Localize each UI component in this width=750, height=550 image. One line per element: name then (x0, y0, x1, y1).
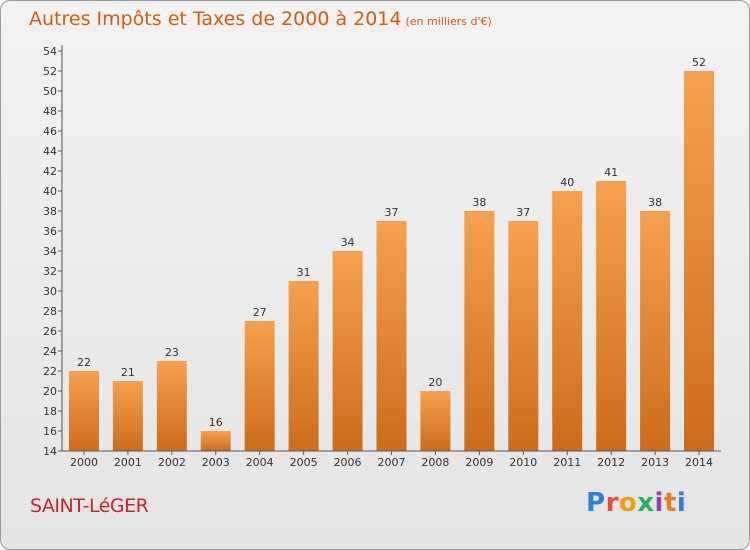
data-label-2014: 52 (692, 56, 706, 69)
y-tick-label-50: 50 (43, 85, 57, 98)
y-tick-label-44: 44 (43, 145, 57, 158)
x-tick-label-2001: 2001 (114, 456, 142, 469)
y-tick-label-36: 36 (43, 225, 57, 238)
bar-2013 (640, 211, 671, 451)
data-label-2003: 16 (209, 416, 223, 429)
bar-2011 (552, 191, 583, 451)
data-label-2005: 31 (297, 266, 311, 279)
town-name: SAINT-LéGER (30, 495, 149, 517)
y-tick-label-40: 40 (43, 185, 57, 198)
proxiti-logo: Proxiti (586, 488, 686, 518)
y-tick-label-54: 54 (43, 45, 57, 58)
data-label-2008: 20 (428, 376, 442, 389)
axes-group: 2000 2001 2002 2003 2004 2005 2006 2007 2008 2009… (43, 45, 721, 469)
y-tick-label-18: 18 (43, 405, 57, 418)
logo-letter-1: r (605, 488, 619, 518)
y-tick-label-28: 28 (43, 305, 57, 318)
x-tick-label-2000: 2000 (70, 456, 98, 469)
data-label-2001: 21 (121, 366, 135, 379)
data-label-2007: 37 (385, 206, 399, 219)
bar-2004 (244, 321, 275, 451)
y-tick-label-24: 24 (43, 345, 57, 358)
bar-2008 (420, 391, 451, 451)
chart-unit: (en milliers d'€) (405, 15, 492, 28)
bar-2000 (68, 371, 99, 451)
logo-letter-5: t (663, 488, 677, 518)
data-label-2010: 37 (516, 206, 530, 219)
x-tick-label-2006: 2006 (334, 456, 362, 469)
x-tick-label-2013: 2013 (641, 456, 669, 469)
x-tick-label-2008: 2008 (421, 456, 449, 469)
x-tick-label-2012: 2012 (597, 456, 625, 469)
x-tick-label-2010: 2010 (509, 456, 537, 469)
bar-2012 (596, 181, 627, 451)
x-tick-label-2014: 2014 (685, 456, 713, 469)
logo-letter-2: o (618, 488, 638, 518)
y-tick-label-32: 32 (43, 265, 57, 278)
y-tick-label-26: 26 (43, 325, 57, 338)
logo-letter-3: x (637, 488, 655, 518)
y-tick-label-14: 14 (43, 445, 57, 458)
bar-2002 (156, 361, 187, 451)
y-tick-label-30: 30 (43, 285, 57, 298)
data-label-2013: 38 (648, 196, 662, 209)
y-tick-label-16: 16 (43, 425, 57, 438)
data-label-2004: 27 (253, 306, 267, 319)
data-label-2012: 41 (604, 166, 618, 179)
x-tick-label-2011: 2011 (553, 456, 581, 469)
bar-2014 (684, 71, 715, 451)
y-tick-label-20: 20 (43, 385, 57, 398)
x-tick-label-2009: 2009 (465, 456, 493, 469)
data-label-2011: 40 (560, 176, 574, 189)
chart-title-text: Autres Impôts et Taxes de 2000 à 2014 (29, 8, 402, 30)
bar-2007 (376, 221, 407, 451)
chart-title: Autres Impôts et Taxes de 2000 à 2014 (en… (29, 8, 492, 30)
data-label-2000: 22 (77, 356, 91, 369)
y-tick-label-48: 48 (43, 105, 57, 118)
bars-group: 22 21 23 16 27 31 34 37 20 38 37 40 41 38 52 (68, 56, 715, 451)
data-label-2002: 23 (165, 346, 179, 359)
bar-2003 (200, 431, 231, 451)
logo-letter-6: i (676, 488, 687, 518)
y-tick-label-34: 34 (43, 245, 57, 258)
x-tick-label-2007: 2007 (378, 456, 406, 469)
bar-2009 (464, 211, 495, 451)
y-tick-label-46: 46 (43, 125, 57, 138)
bar-2001 (112, 381, 143, 451)
data-label-2009: 38 (472, 196, 486, 209)
y-tick-label-38: 38 (43, 205, 57, 218)
y-tick-label-42: 42 (43, 165, 57, 178)
logo-letter-4: i (654, 488, 664, 518)
bar-2010 (508, 221, 539, 451)
y-tick-label-52: 52 (43, 65, 57, 78)
logo-letter-0: P (586, 488, 606, 518)
y-tick-label-22: 22 (43, 365, 57, 378)
bar-2006 (332, 251, 363, 451)
x-tick-label-2004: 2004 (246, 456, 274, 469)
x-tick-label-2005: 2005 (290, 456, 318, 469)
x-tick-label-2002: 2002 (158, 456, 186, 469)
bar-2005 (288, 281, 319, 451)
x-tick-label-2003: 2003 (202, 456, 230, 469)
data-label-2006: 34 (341, 236, 355, 249)
